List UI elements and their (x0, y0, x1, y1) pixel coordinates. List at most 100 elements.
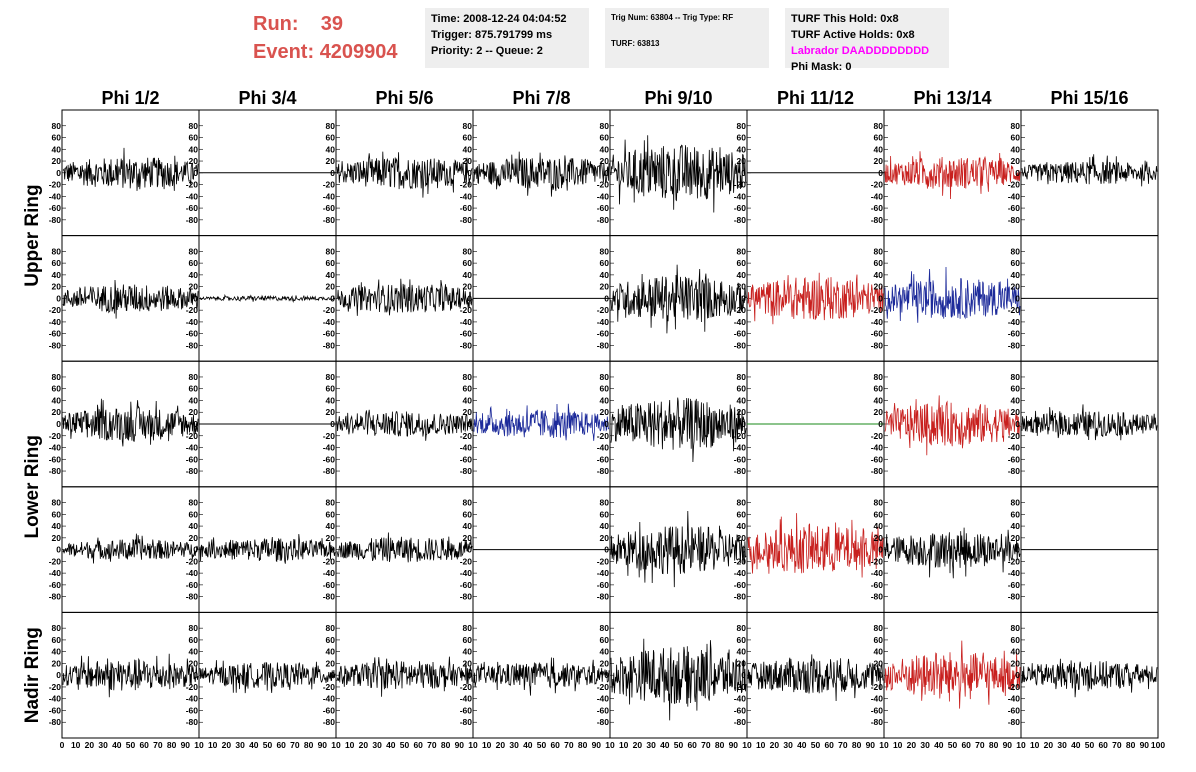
ytick-label: 0 (193, 168, 198, 178)
ytick-label: 20 (326, 407, 336, 417)
ytick-label: 60 (600, 384, 610, 394)
run-event-info: Run: 39 Event: 4209904 (253, 10, 398, 66)
xtick-label: 10 (893, 740, 903, 750)
ytick-label: 80 (463, 623, 473, 633)
ytick-label: -40 (1008, 568, 1021, 578)
waveform-r1-c5 (610, 135, 747, 213)
ytick-label: -40 (597, 568, 610, 578)
ytick-label: -60 (1008, 705, 1021, 715)
ytick-label: 80 (463, 498, 473, 508)
waveform-r3-c8 (1021, 404, 1158, 441)
ytick-label: -80 (186, 592, 199, 602)
ytick-label: -60 (871, 329, 884, 339)
xtick-label: 50 (263, 740, 273, 750)
xtick-label: 70 (427, 740, 437, 750)
ytick-label: -20 (186, 180, 199, 190)
ytick-label: -60 (734, 580, 747, 590)
ytick-label: -80 (734, 717, 747, 727)
ytick-label: 80 (737, 372, 747, 382)
ytick-label: 0 (1015, 168, 1020, 178)
ytick-label: 60 (463, 133, 473, 143)
ytick-label: -20 (460, 682, 473, 692)
ytick-label: 0 (878, 293, 883, 303)
ytick-label: 60 (1011, 133, 1021, 143)
xtick-label: 60 (687, 740, 697, 750)
ytick-label: 40 (189, 395, 199, 405)
waveform-r2-c3 (336, 278, 473, 316)
ytick-label: 0 (878, 419, 883, 429)
waveform-r1-c8 (1021, 154, 1158, 187)
labrador-text: Labrador DAADDDDDDDD (791, 45, 930, 57)
column-header-7: Phi 13/14 (913, 88, 991, 108)
ytick-label: 80 (1011, 498, 1021, 508)
waveform-r3-c4 (473, 403, 610, 441)
ytick-label: 60 (737, 635, 747, 645)
xtick-label: 50 (811, 740, 821, 750)
xtick-label: 20 (359, 740, 369, 750)
ytick-label: 0 (878, 168, 883, 178)
panel-frame-r1-c1 (61, 109, 200, 237)
ytick-label: 40 (52, 647, 62, 657)
ytick-label: -40 (323, 191, 336, 201)
ytick-label: 20 (52, 156, 62, 166)
ytick-label: -80 (597, 592, 610, 602)
ytick-label: -40 (734, 568, 747, 578)
ytick-label: -40 (49, 568, 62, 578)
ytick-label: 20 (52, 407, 62, 417)
ytick-label: 80 (52, 623, 62, 633)
turf-hold-text: TURF This Hold: 0x8 (791, 13, 899, 25)
ytick-label: 40 (326, 521, 336, 531)
ytick-label: -40 (1008, 317, 1021, 327)
ytick-label: 20 (1011, 533, 1021, 543)
ytick-label: 20 (326, 156, 336, 166)
ytick-label: -80 (597, 466, 610, 476)
waveform-r2-c6 (747, 272, 884, 325)
ytick-label: -80 (597, 340, 610, 350)
ytick-label: 80 (874, 623, 884, 633)
ytick-label: 40 (326, 144, 336, 154)
ytick-label: -40 (734, 443, 747, 453)
ytick-label: 0 (467, 419, 472, 429)
ytick-label: -40 (460, 443, 473, 453)
xtick-label: 90 (455, 740, 465, 750)
ytick-label: 40 (326, 270, 336, 280)
ytick-label: 60 (52, 384, 62, 394)
ytick-label: 0 (467, 293, 472, 303)
ytick-label: -80 (871, 717, 884, 727)
ytick-label: -20 (871, 431, 884, 441)
xtick-label: 90 (1003, 740, 1013, 750)
ytick-label: 40 (463, 647, 473, 657)
ytick-label: -60 (460, 454, 473, 464)
ytick-label: -20 (734, 556, 747, 566)
ytick-label: -60 (1008, 329, 1021, 339)
ytick-label: 80 (463, 121, 473, 131)
ytick-label: -40 (734, 317, 747, 327)
ytick-label: 80 (1011, 121, 1021, 131)
xtick-label: 20 (85, 740, 95, 750)
ytick-label: 40 (52, 395, 62, 405)
ytick-label: 0 (330, 419, 335, 429)
ring-label-1: Upper Ring (22, 184, 43, 286)
ring-label-2: Lower Ring (22, 435, 43, 538)
ytick-label: 40 (52, 270, 62, 280)
xtick-label: 80 (578, 740, 588, 750)
ytick-label: 80 (874, 246, 884, 256)
ytick-label: 60 (600, 635, 610, 645)
ytick-label: 60 (1011, 509, 1021, 519)
ytick-label: 40 (600, 395, 610, 405)
xtick-label: 80 (852, 740, 862, 750)
ytick-label: -20 (734, 305, 747, 315)
ytick-label: 60 (463, 509, 473, 519)
ytick-label: 40 (737, 144, 747, 154)
ytick-label: -60 (1008, 454, 1021, 464)
xtick-label: 10 (605, 740, 615, 750)
ytick-label: 20 (463, 156, 473, 166)
waveform-r4-c1 (62, 533, 199, 564)
column-header-5: Phi 9/10 (644, 88, 712, 108)
ytick-label: -80 (323, 592, 336, 602)
run-label: Run: (253, 13, 299, 35)
ytick-label: 80 (326, 623, 336, 633)
ytick-label: 20 (326, 533, 336, 543)
ytick-label: -20 (1008, 431, 1021, 441)
run-value: 39 (320, 13, 344, 35)
